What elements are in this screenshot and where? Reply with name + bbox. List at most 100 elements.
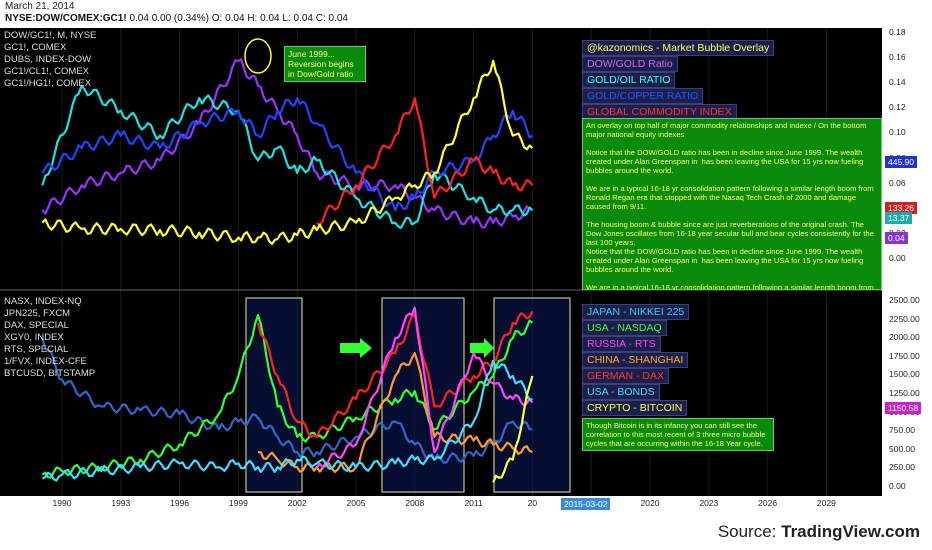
time-tick-label: 2005	[346, 498, 366, 508]
last-value-badge: 133.26	[885, 202, 917, 214]
series-line	[41, 97, 534, 212]
top-pane-series	[41, 58, 534, 246]
overlay-symbol-label: NASX, INDEX-NQ	[4, 296, 82, 307]
top-overlay-labels: DOW/GC1!, M, NYSE GC1!, COMEX DUBS, INDEX-…	[4, 30, 96, 90]
last-value-badge: 1150.58	[885, 402, 922, 414]
axis-tick-label: 0.16	[889, 52, 906, 63]
right-price-axis[interactable]: 0.180.160.140.120.100.080.060.040.020.00…	[882, 27, 932, 496]
axis-tick-label: 750.00	[889, 425, 915, 436]
legend-entry[interactable]: GOLD/OIL RATIO	[582, 72, 676, 88]
time-tick-label: 1993	[111, 498, 131, 508]
series-line	[41, 337, 533, 464]
cursor-date-label: 2015-03-02	[561, 498, 611, 510]
bottom-pane-series	[41, 306, 534, 483]
overlay-symbol-label: DUBS, INDEX-DOW	[4, 54, 92, 65]
time-axis[interactable]: 1990199319961999200220052008201120201720…	[0, 496, 932, 514]
overlay-symbol-label: JPN225, FXCM	[4, 308, 70, 319]
overlay-symbol-label: 1/FVX, INDEX-CFE	[4, 356, 87, 367]
legend-entry[interactable]: GERMAN - DAX	[582, 368, 670, 384]
overlay-symbol-label: RTS, SPECIAL	[4, 344, 69, 355]
header-close: C: 0.04	[315, 13, 348, 24]
time-tick-label: 2011	[464, 498, 483, 508]
source-prefix: Source:	[717, 522, 782, 541]
overlay-symbol-label: DAX, SPECIAL	[4, 320, 69, 331]
header-symbol-line: NYSE:DOW/COMEX:GC1! 0.04 0.00 (0.34%) O:…	[5, 13, 348, 24]
time-tick-label: 2026	[758, 498, 778, 508]
reversion-circle	[244, 38, 272, 74]
legend-entry[interactable]: USA - BONDS	[582, 384, 660, 400]
overlay-symbol-label: XGY0, INDEX	[4, 332, 64, 343]
overlay-symbol-label: GC1!/CL1!, COMEX	[4, 66, 89, 77]
time-tick-label: 2020	[640, 498, 660, 508]
bubble-box-2000	[245, 297, 303, 493]
axis-tick-label: 0.06	[889, 177, 906, 188]
overlay-symbol-label: BTCUSD, BITSTAMP	[4, 368, 96, 379]
last-value-badge: 13.37	[885, 212, 913, 224]
time-tick-label: 1999	[228, 498, 248, 508]
axis-tick-label: 0.00	[889, 253, 906, 263]
overlay-symbol-label: DOW/GC1!, M, NYSE	[4, 30, 97, 41]
legend-entry[interactable]: CRYPTO - BITCOIN	[582, 400, 688, 416]
axis-tick-label: 1500.00	[889, 369, 920, 380]
bottom-overlay-labels: NASX, INDEX-NQ JPN225, FXCM DAX, SPECIAL XG…	[4, 296, 95, 380]
axis-tick-label: 0.00	[889, 481, 906, 491]
series-line	[41, 314, 534, 479]
series-line	[256, 310, 534, 439]
header-high: H: 0.04	[247, 13, 280, 24]
axis-tick-label: 2250.00	[889, 313, 920, 324]
source-credit: Source: TradingView.com	[718, 522, 920, 542]
header-date: March 21, 2014	[5, 1, 75, 12]
series-line	[41, 359, 533, 482]
green-arrow-icon	[470, 338, 494, 358]
legend-entry[interactable]: USA - NASDAQ	[582, 320, 667, 336]
last-value-badge: 0.04	[885, 232, 908, 244]
legend-entry[interactable]: RUSSIA - RTS	[582, 336, 661, 352]
bitcoin-note: Though Bitcoin is in its infancy you can…	[582, 418, 774, 451]
series-line	[257, 352, 533, 473]
series-line	[41, 59, 534, 246]
axis-tick-label: 0.10	[889, 127, 906, 138]
overlay-symbol-label: GC1!, COMEX	[4, 42, 67, 53]
legend-entry[interactable]: JAPAN - NIKKEI 225	[582, 304, 690, 320]
time-tick-label: 2029	[816, 498, 836, 508]
series-line	[316, 97, 534, 227]
axis-tick-label: 0.12	[889, 102, 906, 113]
axis-tick-label: 2000.00	[889, 332, 920, 343]
axis-tick-label: 1250.00	[889, 388, 920, 398]
bubble-box-2008	[381, 297, 465, 493]
series-line	[315, 306, 534, 469]
legend-entry[interactable]: CHINA - SHANGHAI	[582, 352, 689, 368]
header-open: O: 0.04	[211, 13, 245, 24]
chart-plot-area[interactable]: DOW/GC1!, M, NYSE GC1!, COMEX DUBS, INDEX-…	[0, 28, 882, 496]
legend-entry[interactable]: GOLD/COPPER RATIO	[582, 88, 704, 104]
last-value-badge: 445.90	[885, 156, 917, 168]
axis-tick-label: 250.00	[889, 462, 915, 473]
reversion-callout: June 1999... Reversion begins in Dow/Gol…	[284, 46, 366, 82]
time-tick-label: 1990	[52, 498, 72, 508]
chart-header: March 21, 2014 NYSE:DOW/COMEX:GC1! 0.04 …	[0, 0, 932, 28]
legend-entry[interactable]: DOW/GOLD Ratio	[582, 56, 678, 72]
time-tick-label: 2008	[405, 498, 425, 508]
header-low: L: 0.04	[282, 13, 313, 24]
axis-tick-label: 1750.00	[889, 350, 920, 361]
source-name: TradingView.com	[781, 522, 920, 541]
bubble-box-2013	[493, 297, 571, 493]
series-line	[41, 84, 534, 230]
overlay-symbol-label: GC1!/HG1!, COMEX	[4, 78, 92, 89]
header-quote: 0.04 0.00 (0.34%)	[129, 13, 209, 24]
time-tick-label: 2023	[699, 498, 719, 508]
axis-tick-label: 2500.00	[889, 295, 920, 305]
series-line	[492, 375, 534, 483]
axis-tick-label: 0.18	[889, 27, 906, 37]
axis-tick-label: 0.14	[889, 77, 906, 88]
axis-tick-label: 500.00	[889, 443, 915, 454]
series-line	[41, 58, 533, 229]
time-tick-label: 20	[527, 498, 538, 508]
commentary-note: An overlay on top half of major commodit…	[582, 118, 882, 290]
legend-entry[interactable]: GLOBAL COMMODITY INDEX	[582, 104, 737, 120]
time-tick-label: 2002	[287, 498, 307, 508]
time-tick-label: 1996	[170, 498, 190, 508]
green-arrow-icon	[340, 338, 372, 358]
legend-entry[interactable]: @kazonomics - Market Bubble Overlay	[582, 40, 775, 56]
header-symbol[interactable]: NYSE:DOW/COMEX:GC1!	[5, 13, 127, 24]
